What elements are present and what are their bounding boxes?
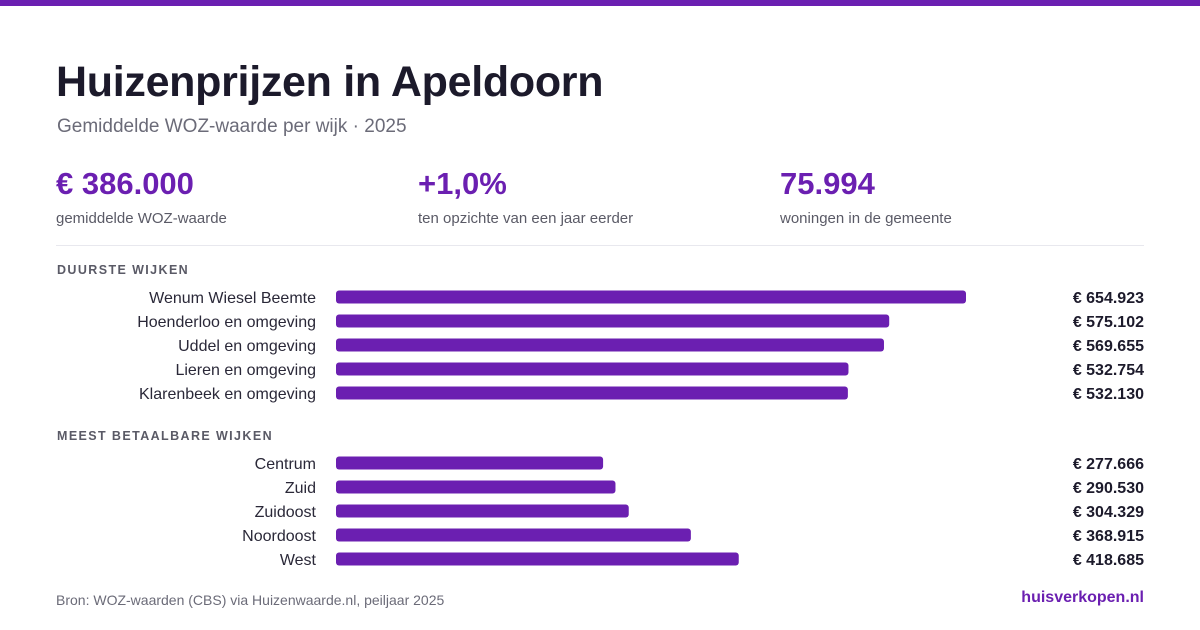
top-accent-bar [0,0,1200,6]
bar [336,504,629,518]
bar [336,290,966,304]
divider [56,245,1144,246]
category-label: Zuid [285,480,316,497]
value-label: € 532.130 [1073,386,1144,403]
brand-link[interactable]: huisverkopen.nl [1021,589,1144,606]
value-label: € 532.754 [1073,362,1144,379]
stat-value: € 386.000 [56,166,194,201]
category-label: Uddel en omgeving [178,338,316,355]
bar [336,552,739,566]
bar [336,480,616,494]
bar [336,456,604,470]
value-label: € 569.655 [1073,338,1144,355]
stat-label: gemiddelde WOZ-waarde [56,210,227,227]
stat-value: +1,0% [418,166,507,201]
bar [336,528,691,542]
category-label: West [280,552,317,569]
page-subtitle: Gemiddelde WOZ-waarde per wijk · 2025 [57,116,407,137]
stat-value: 75.994 [780,166,875,201]
category-label: Wenum Wiesel Beemte [149,290,316,307]
bar [336,338,884,352]
category-label: Hoenderloo en omgeving [137,314,316,331]
source-note: Bron: WOZ-waarden (CBS) via Huizenwaarde… [56,592,445,608]
stat-year-change: +1,0% ten opzichte van een jaar eerder [418,166,633,227]
stat-label: ten opzichte van een jaar eerder [418,210,634,227]
category-label: Noordoost [242,528,316,545]
category-label: Klarenbeek en omgeving [139,386,316,403]
stat-label: woningen in de gemeente [780,210,952,227]
value-label: € 368.915 [1073,528,1144,545]
section-heading-expensive: DUURSTE WIJKEN [57,263,190,277]
category-label: Zuidoost [255,504,317,521]
value-label: € 304.329 [1073,504,1144,521]
page-title: Huizenprijzen in Apeldoorn [56,58,604,106]
value-label: € 277.666 [1073,456,1144,473]
value-label: € 290.530 [1073,480,1144,497]
value-label: € 654.923 [1073,290,1144,307]
bar [336,314,890,328]
bar [336,386,848,400]
value-label: € 418.685 [1073,552,1144,569]
bar [336,362,849,376]
stat-dwellings: 75.994 woningen in de gemeente [780,166,952,227]
category-label: Lieren en omgeving [175,362,316,379]
value-label: € 575.102 [1073,314,1144,331]
category-label: Centrum [255,456,316,473]
section-heading-affordable: MEEST BETAALBARE WIJKEN [57,429,274,443]
stat-average-value: € 386.000 gemiddelde WOZ-waarde [56,166,227,227]
